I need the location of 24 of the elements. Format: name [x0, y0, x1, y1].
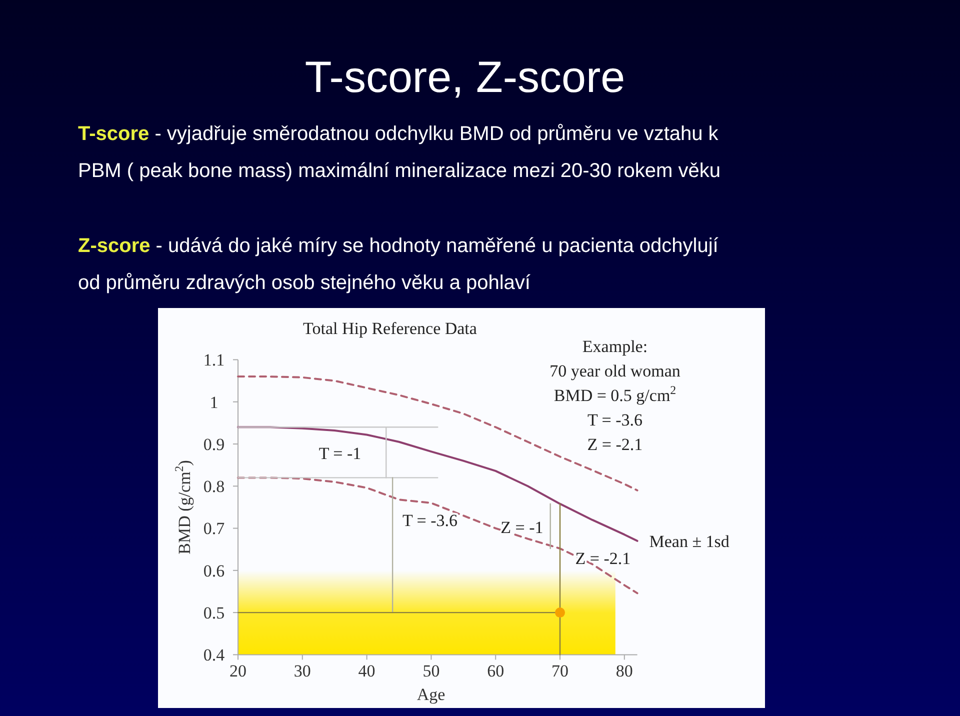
text: T-score - vyjadřuje směrodatnou odchylku BMD od průměru ve vztahu k PBM ( peak bone mass) maximální mineralizace mezi 20-30 rokem věku — [78, 123, 720, 182]
annotation: T = -1 — [318, 444, 362, 463]
y-tick-label: 0.6 — [203, 561, 225, 580]
y-tick-label: 1.1 — [203, 350, 225, 370]
x-tick-label: 70 — [552, 662, 568, 681]
x-tick-label: 80 — [616, 662, 633, 681]
x-axis-title: Age — [416, 685, 446, 704]
text: Z-score - udává do jaké míry se hodnoty naměřené u pacienta odchylují od průměru zdravých osob stejného věku a pohlaví — [78, 235, 719, 294]
x-tick-label: 40 — [358, 662, 376, 681]
y-tick-label: 0.7 — [203, 519, 226, 538]
y-tick-label: 1 — [210, 392, 218, 412]
annotation: Mean ± 1sd — [649, 532, 730, 551]
y-tick-label: 0.8 — [203, 477, 225, 496]
chart-subtitle: Total Hip Reference Data — [303, 319, 478, 338]
chart-title: T-score, Z-score — [304, 53, 626, 102]
text: Example: 70 year old woman BMD = 0.5 g/cm$^{2}$ T = -3.6 Z = -2.1 — [550, 337, 680, 454]
x-tick-label: 50 — [422, 662, 440, 681]
y-tick-label: 0.4 — [203, 646, 226, 665]
y-tick-label: 0.5 — [203, 604, 225, 623]
annotation: T = -3.6 — [402, 510, 458, 530]
x-tick-label: 30 — [294, 662, 311, 681]
x-tick-label: 20 — [230, 662, 246, 681]
y-tick-label: 0.9 — [203, 434, 225, 454]
x-tick-label: 60 — [487, 662, 504, 681]
